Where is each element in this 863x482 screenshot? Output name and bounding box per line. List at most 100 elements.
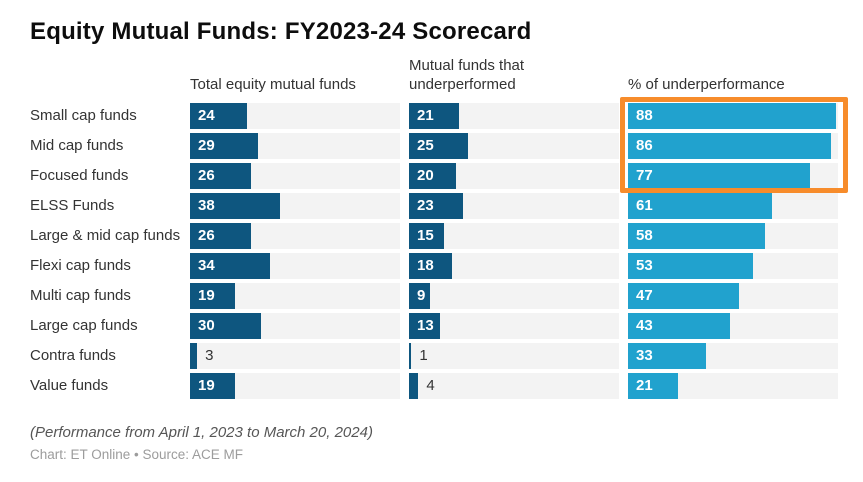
bar	[628, 223, 765, 249]
bar-value-label: 43	[636, 317, 653, 334]
bar-track: 25	[409, 133, 619, 159]
table-row: Contra funds 3 1 33	[30, 343, 840, 369]
bar	[190, 163, 252, 189]
bar-track: 21	[409, 103, 619, 129]
bar-track: 1	[409, 343, 619, 369]
bar	[409, 193, 464, 219]
bar-value-label: 15	[417, 227, 434, 244]
bar-track: 30	[190, 313, 400, 339]
bar-track: 33	[628, 343, 838, 369]
category-label: Small cap funds	[30, 107, 137, 124]
bar-value-label: 58	[636, 227, 653, 244]
bar	[628, 103, 836, 129]
bar	[190, 313, 261, 339]
bar	[190, 283, 235, 309]
category-label: Focused funds	[30, 167, 129, 184]
chart-title: Equity Mutual Funds: FY2023-24 Scorecard	[30, 18, 532, 45]
bar-value-label: 1	[419, 347, 428, 364]
bar-track: 9	[409, 283, 619, 309]
bar-track: 58	[628, 223, 838, 249]
category-label: Large cap funds	[30, 317, 138, 334]
bar-value-label: 86	[636, 137, 653, 154]
category-label: ELSS Funds	[30, 197, 115, 214]
table-row: Large cap funds 30 13 43	[30, 313, 840, 339]
category-label: Multi cap funds	[30, 287, 131, 304]
bar	[409, 253, 452, 279]
bar	[628, 193, 772, 219]
chart-credit: Chart: ET Online • Source: ACE MF	[30, 447, 244, 462]
bar-value-label: 61	[636, 197, 653, 214]
bar-track: 19	[190, 283, 400, 309]
bar-track: 3	[190, 343, 400, 369]
bar	[409, 163, 457, 189]
bar	[190, 133, 259, 159]
bar-value-label: 25	[417, 137, 434, 154]
bar-track: 86	[628, 133, 838, 159]
bar-value-label: 33	[636, 347, 653, 364]
bar-value-label: 18	[417, 257, 434, 274]
bar-track: 26	[190, 163, 400, 189]
table-row: Mid cap funds 29 25 86	[30, 133, 840, 159]
bar-track: 20	[409, 163, 619, 189]
bar-track: 26	[190, 223, 400, 249]
bar	[409, 133, 468, 159]
bar-value-label: 21	[636, 377, 653, 394]
bar-value-label: 13	[417, 317, 434, 334]
bar-value-label: 4	[426, 377, 435, 394]
category-label: Mid cap funds	[30, 137, 124, 154]
bar-track: 77	[628, 163, 838, 189]
performance-period-note: (Performance from April 1, 2023 to March…	[30, 424, 373, 441]
bar-rows: Small cap funds 24 21 88 Mid cap funds 29 25 86…	[30, 97, 848, 403]
table-row: Large & mid cap funds 26 15 58	[30, 223, 840, 249]
bar-track: 61	[628, 193, 838, 219]
bar-track: 13	[409, 313, 619, 339]
table-row: Value funds 19 4 21	[30, 373, 840, 399]
bar-value-label: 21	[417, 107, 434, 124]
bar	[409, 313, 440, 339]
column-header-underperformed: Mutual funds that underperformed	[409, 57, 525, 93]
bar-track: 18	[409, 253, 619, 279]
bar	[628, 373, 678, 399]
bar-track: 34	[190, 253, 400, 279]
bar-value-label: 88	[636, 107, 653, 124]
table-row: Focused funds 26 20 77	[30, 163, 840, 189]
bar-track: 29	[190, 133, 400, 159]
bar-track: 23	[409, 193, 619, 219]
bar-value-label: 19	[198, 287, 215, 304]
bar-track: 47	[628, 283, 838, 309]
category-label: Flexi cap funds	[30, 257, 131, 274]
bar	[628, 283, 739, 309]
table-row: ELSS Funds 38 23 61	[30, 193, 840, 219]
bar-track: 15	[409, 223, 619, 249]
column-headers: Total equity mutual funds Mutual funds t…	[30, 56, 840, 101]
bar-value-label: 26	[198, 167, 215, 184]
bar-track: 24	[190, 103, 400, 129]
bar	[409, 283, 431, 309]
bar	[409, 103, 459, 129]
column-header-total-funds: Total equity mutual funds	[190, 76, 356, 93]
bar	[190, 223, 252, 249]
bar	[190, 343, 198, 369]
bar-track: 53	[628, 253, 838, 279]
bar-value-label: 34	[198, 257, 215, 274]
bar-track: 19	[190, 373, 400, 399]
bar-value-label: 24	[198, 107, 215, 124]
table-row: Multi cap funds 19 9 47	[30, 283, 840, 309]
bar-value-label: 53	[636, 257, 653, 274]
bar-value-label: 77	[636, 167, 653, 184]
bar-value-label: 30	[198, 317, 215, 334]
table-row: Small cap funds 24 21 88	[30, 103, 840, 129]
category-label: Contra funds	[30, 347, 116, 364]
bar	[190, 103, 247, 129]
bar-value-label: 23	[417, 197, 434, 214]
bar-value-label: 9	[417, 287, 426, 304]
column-header-pct-underperformance: % of underperformance	[628, 76, 785, 93]
category-label: Value funds	[30, 377, 109, 394]
bar	[628, 343, 706, 369]
bar-value-label: 29	[198, 137, 215, 154]
bar-value-label: 20	[417, 167, 434, 184]
bar-track: 21	[628, 373, 838, 399]
bar-track: 88	[628, 103, 838, 129]
bar-value-label: 26	[198, 227, 215, 244]
